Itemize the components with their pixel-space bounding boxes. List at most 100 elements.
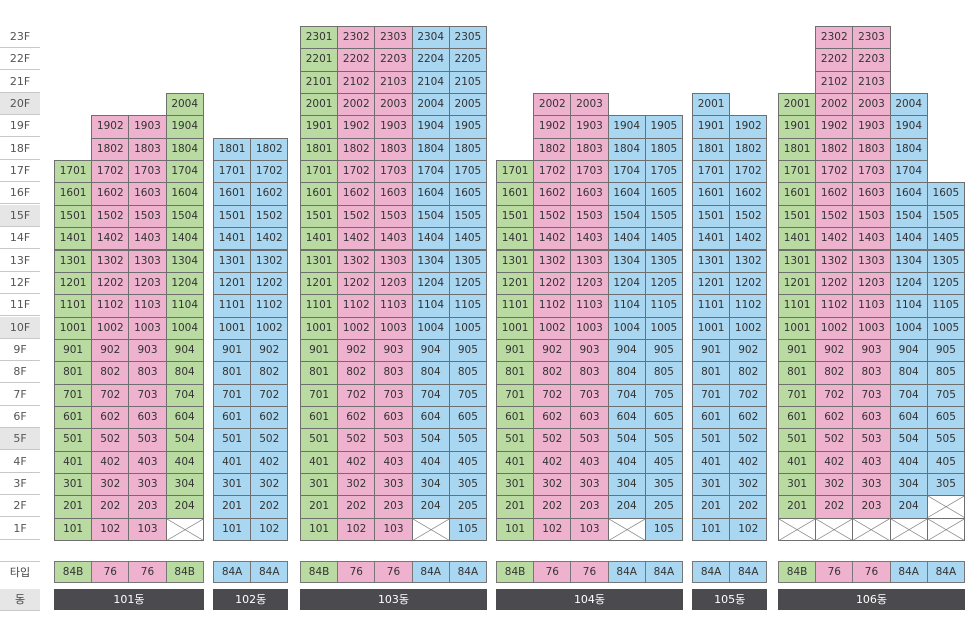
unit-cell: 1001 xyxy=(213,316,252,340)
unit-cell: 2002 xyxy=(533,93,572,117)
unit-cell: 301 xyxy=(496,473,535,497)
unit-cell: 602 xyxy=(815,405,854,430)
empty-unit-cross xyxy=(926,495,965,519)
unit-cell: 1401 xyxy=(692,227,731,251)
unit-cell: 1002 xyxy=(337,316,376,340)
unit-cell: 603 xyxy=(852,405,891,430)
unit-cell: 702 xyxy=(337,383,376,407)
unit-cell: 101 xyxy=(54,517,93,542)
unit-type-cell: 76 xyxy=(570,561,609,583)
unit-cell: 1703 xyxy=(374,160,413,184)
unit-cell: 302 xyxy=(91,473,130,497)
unit-cell: 404 xyxy=(607,450,646,474)
unit-cell: 1702 xyxy=(250,160,289,184)
unit-cell: 1403 xyxy=(570,227,609,251)
unit-cell: 1304 xyxy=(165,249,204,273)
empty-unit-cross xyxy=(889,517,928,542)
unit-cell: 902 xyxy=(337,338,376,363)
unit-cell: 1402 xyxy=(729,227,768,251)
unit-cell: 1202 xyxy=(729,271,768,296)
empty-unit-cross xyxy=(165,517,204,542)
unit-cell: 1801 xyxy=(692,137,731,162)
unit-cell: 1201 xyxy=(496,271,535,296)
unit-cell: 1104 xyxy=(889,294,928,318)
unit-cell: 1501 xyxy=(496,204,535,229)
unit-cell: 1803 xyxy=(128,137,167,162)
floor-label: 7F xyxy=(0,384,40,406)
unit-type-cell: 84A xyxy=(213,561,252,583)
unit-cell: 1302 xyxy=(815,249,854,273)
unit-cell: 401 xyxy=(54,450,93,474)
unit-cell: 2001 xyxy=(692,93,731,117)
unit-cell: 601 xyxy=(54,405,93,430)
unit-cell: 404 xyxy=(889,450,928,474)
unit-cell: 303 xyxy=(128,473,167,497)
unit-cell: 803 xyxy=(852,361,891,385)
unit-cell: 305 xyxy=(644,473,683,497)
unit-cell: 1105 xyxy=(448,294,487,318)
unit-cell: 1105 xyxy=(926,294,965,318)
unit-cell: 403 xyxy=(374,450,413,474)
unit-cell: 1405 xyxy=(926,227,965,251)
unit-cell: 301 xyxy=(778,473,817,497)
unit-cell: 1401 xyxy=(213,227,252,251)
unit-cell: 604 xyxy=(411,405,450,430)
floor-label: 19F xyxy=(0,115,40,138)
unit-cell: 1502 xyxy=(533,204,572,229)
unit-cell: 1703 xyxy=(852,160,891,184)
unit-cell: 1201 xyxy=(692,271,731,296)
unit-cell: 1404 xyxy=(607,227,646,251)
unit-cell: 904 xyxy=(411,338,450,363)
unit-cell: 1101 xyxy=(54,294,93,318)
unit-cell: 105 xyxy=(448,517,487,542)
unit-cell: 2103 xyxy=(852,70,891,95)
unit-cell: 1205 xyxy=(926,271,965,296)
unit-cell: 404 xyxy=(165,450,204,474)
unit-cell: 1205 xyxy=(644,271,683,296)
unit-cell: 1102 xyxy=(729,294,768,318)
unit-type-cell: 84A xyxy=(729,561,768,583)
unit-cell: 1102 xyxy=(533,294,572,318)
unit-cell: 1301 xyxy=(778,249,817,273)
unit-cell: 302 xyxy=(729,473,768,497)
unit-cell: 1104 xyxy=(165,294,204,318)
unit-cell: 805 xyxy=(644,361,683,385)
unit-cell: 1403 xyxy=(852,227,891,251)
unit-type-cell: 76 xyxy=(815,561,854,583)
unit-type-cell: 84A xyxy=(411,561,450,583)
unit-cell: 302 xyxy=(337,473,376,497)
unit-cell: 402 xyxy=(729,450,768,474)
unit-cell: 201 xyxy=(213,495,252,519)
unit-cell: 1303 xyxy=(570,249,609,273)
unit-cell: 403 xyxy=(128,450,167,474)
unit-cell: 1704 xyxy=(889,160,928,184)
unit-cell: 2005 xyxy=(448,93,487,117)
unit-cell: 1304 xyxy=(411,249,450,273)
empty-unit-cross xyxy=(815,517,854,542)
unit-cell: 1404 xyxy=(889,227,928,251)
unit-cell: 304 xyxy=(889,473,928,497)
unit-cell: 2202 xyxy=(815,48,854,72)
unit-cell: 502 xyxy=(91,428,130,452)
unit-cell: 1202 xyxy=(815,271,854,296)
unit-cell: 1602 xyxy=(250,182,289,206)
unit-cell: 304 xyxy=(411,473,450,497)
unit-cell: 2003 xyxy=(570,93,609,117)
unit-cell: 1601 xyxy=(692,182,731,206)
unit-cell: 1001 xyxy=(692,316,731,340)
unit-cell: 402 xyxy=(250,450,289,474)
unit-cell: 405 xyxy=(926,450,965,474)
unit-cell: 1401 xyxy=(496,227,535,251)
unit-cell: 1103 xyxy=(852,294,891,318)
unit-cell: 301 xyxy=(300,473,339,497)
unit-cell: 901 xyxy=(692,338,731,363)
unit-cell: 1604 xyxy=(889,182,928,206)
unit-cell: 1505 xyxy=(926,204,965,229)
unit-cell: 605 xyxy=(448,405,487,430)
unit-cell: 1305 xyxy=(926,249,965,273)
unit-cell: 802 xyxy=(250,361,289,385)
unit-cell: 2203 xyxy=(374,48,413,72)
unit-cell: 701 xyxy=(496,383,535,407)
unit-cell: 1302 xyxy=(91,249,130,273)
